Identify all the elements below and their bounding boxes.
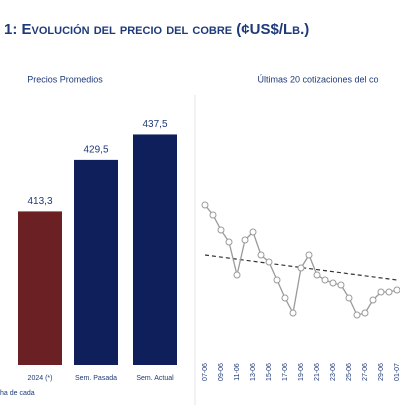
point — [305, 251, 313, 259]
x-tick-label: Sem. Pasada — [75, 375, 117, 382]
trend-line — [204, 254, 398, 281]
point — [321, 276, 329, 284]
point — [393, 286, 400, 294]
x-tick-label: 27-06 — [362, 363, 369, 381]
point — [337, 281, 345, 289]
point — [385, 288, 393, 296]
point — [353, 311, 361, 319]
x-tick-label: 21-06 — [314, 363, 321, 381]
point — [369, 296, 377, 304]
page-title: 1: Evolución del precio del cobre (¢US$/… — [4, 21, 309, 38]
point — [377, 288, 385, 296]
point — [225, 238, 233, 246]
x-tick-label: 23-06 — [330, 363, 337, 381]
x-tick-label: 11-06 — [234, 363, 241, 380]
x-tick-label: 17-06 — [282, 363, 289, 381]
point — [241, 236, 249, 244]
point — [249, 228, 257, 236]
point — [297, 264, 305, 272]
point — [257, 251, 265, 259]
x-tick-label: 09-06 — [218, 363, 225, 381]
point — [345, 294, 353, 302]
point — [233, 271, 241, 279]
point — [273, 276, 281, 284]
x-tick-label: 19-06 — [298, 363, 305, 381]
bar — [74, 159, 118, 365]
point — [265, 258, 273, 266]
point — [201, 201, 209, 209]
point — [361, 309, 369, 317]
point — [281, 294, 289, 302]
chart-title: Últimas 20 cotizaciones del co — [257, 74, 378, 84]
x-tick-label: 2024 (*) — [28, 375, 53, 382]
footnote: ha de cada — [0, 390, 35, 397]
bar — [18, 211, 62, 365]
x-tick-label: 15-06 — [266, 363, 273, 381]
point — [217, 226, 225, 234]
x-tick-label: 29-06 — [378, 363, 385, 381]
x-tick-label: Sem. Actual — [136, 375, 174, 382]
point — [289, 309, 297, 317]
chart-title: Precios Promedios — [27, 74, 103, 84]
x-tick-label: 01-07 — [394, 363, 400, 381]
point — [313, 271, 321, 279]
data-label: 413,3 — [27, 196, 52, 207]
x-tick-label: 07-06 — [202, 363, 209, 381]
point — [209, 211, 217, 219]
data-label: 429,5 — [83, 145, 108, 156]
bar — [133, 134, 177, 365]
series-line — [204, 204, 398, 316]
x-tick-label: 13-06 — [250, 363, 257, 381]
data-label: 437,5 — [142, 119, 167, 130]
x-tick-label: 25-06 — [346, 363, 353, 381]
point — [329, 279, 337, 287]
